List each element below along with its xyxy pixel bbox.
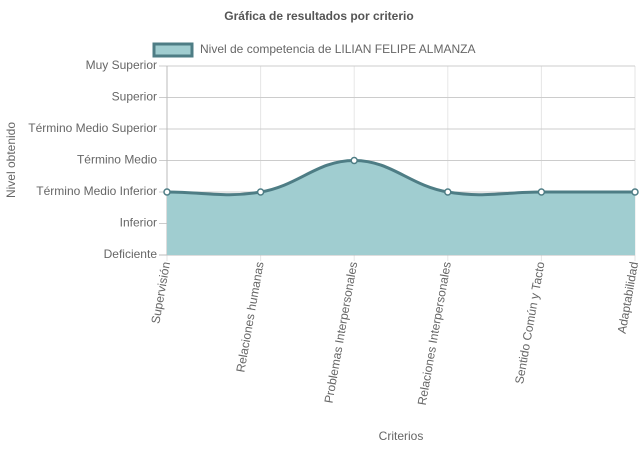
point — [163, 188, 171, 196]
y-tick-label: Término Medio — [77, 153, 157, 167]
x-tick-label: Relaciones Interpersonales — [415, 261, 454, 407]
point — [444, 188, 452, 196]
x-axis-title: Criterios — [379, 429, 424, 443]
x-tick-label: Adaptabilidad — [615, 261, 639, 335]
legend-swatch — [152, 42, 194, 58]
chart-title: Gráfica de resultados por criterio — [224, 9, 413, 23]
point — [537, 188, 546, 196]
x-tick-label: Supervisión — [148, 261, 173, 325]
y-tick-label: Superior — [112, 90, 157, 104]
y-axis-title: Nivel obtenido — [4, 122, 18, 198]
y-tick-label: Deficiente — [104, 247, 158, 261]
x-tick-label: Relaciones humanas — [233, 261, 266, 374]
x-tick-label: Problemas Interpersonales — [322, 261, 361, 405]
line — [166, 158, 635, 197]
x-tick-label: Sentido Común y Tacto — [512, 260, 547, 385]
area — [167, 160, 635, 255]
y-tick-label: Término Medio Superior — [28, 121, 157, 135]
y-tick-label: Inferior — [120, 216, 157, 230]
point — [631, 188, 639, 196]
point — [350, 156, 358, 165]
legend-label: Nivel de competencia de LILIAN FELIPE AL… — [200, 42, 475, 56]
y-tick-label: Término Medio Inferior — [36, 184, 157, 198]
y-tick-label: Muy Superior — [86, 58, 157, 72]
point — [256, 188, 265, 196]
